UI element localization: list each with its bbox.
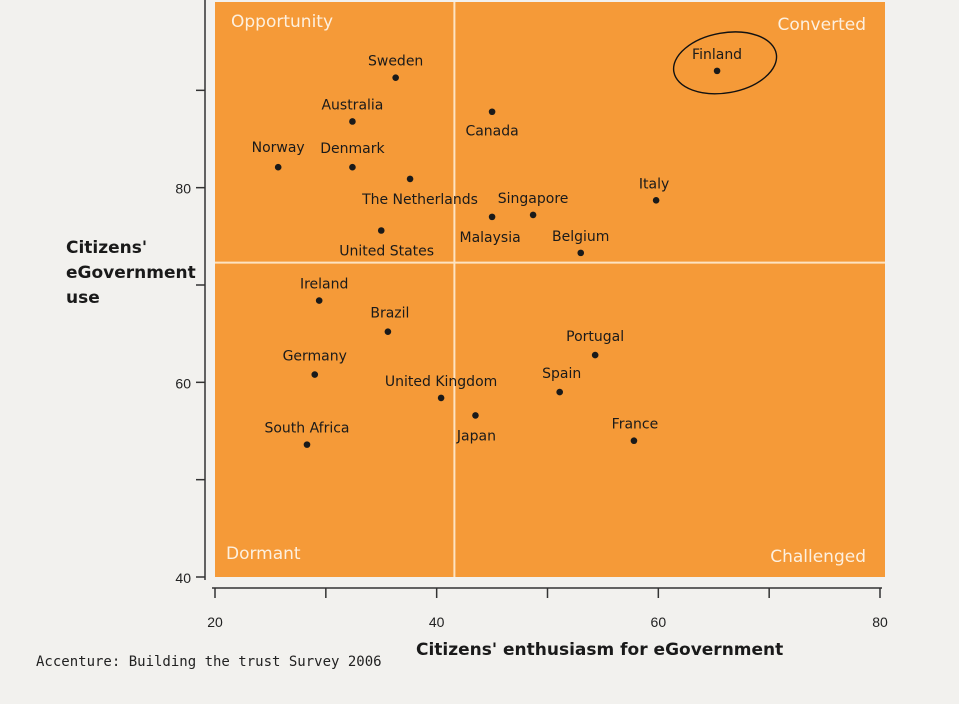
point-label-denmark: Denmark (320, 141, 385, 157)
point-france (630, 437, 638, 445)
point-label-portugal: Portugal (566, 329, 624, 345)
quadrant-label-opportunity: Opportunity (231, 12, 333, 32)
quadrant-label-converted: Converted (778, 15, 866, 35)
point-label-norway: Norway (252, 140, 305, 156)
point-label-malaysia: Malaysia (459, 230, 520, 246)
point-label-finland: Finland (692, 47, 742, 63)
y-axis-label-line: eGovernment (66, 263, 196, 283)
point-germany (311, 371, 319, 378)
point-south-africa (303, 441, 311, 448)
point-label-belgium: Belgium (552, 229, 609, 245)
y-tick-label: 80 (175, 181, 191, 197)
point-label-japan: Japan (456, 428, 496, 444)
point-label-the-netherlands: The Netherlands (361, 192, 478, 208)
point-canada (488, 108, 496, 116)
point-japan (472, 412, 479, 419)
point-label-singapore: Singapore (498, 191, 569, 207)
point-singapore (529, 211, 537, 219)
point-denmark (349, 163, 356, 171)
source-caption: Accenture: Building the trust Survey 200… (36, 654, 382, 670)
point-belgium (577, 249, 585, 257)
point-label-germany: Germany (283, 349, 347, 365)
point-sweden (392, 74, 399, 81)
x-tick-label: 40 (429, 614, 445, 630)
highlight-circle (672, 31, 778, 95)
point-label-brazil: Brazil (370, 306, 409, 322)
point-united-kingdom (437, 394, 445, 402)
point-australia (349, 118, 356, 125)
point-label-france: France (612, 417, 659, 433)
point-label-canada: Canada (465, 124, 518, 140)
point-ireland (315, 297, 323, 304)
x-tick-label: 20 (207, 614, 223, 630)
point-label-spain: Spain (542, 366, 581, 382)
plot-background (215, 2, 885, 577)
point-label-sweden: Sweden (368, 54, 423, 70)
point-norway (274, 163, 282, 171)
y-axis-label: Citizens' eGovernment use (66, 236, 196, 311)
quadrant-label-challenged: Challenged (770, 547, 866, 567)
point-portugal (591, 351, 599, 359)
x-tick-label: 60 (651, 614, 667, 630)
y-tick-label: 40 (175, 570, 191, 586)
point-united-states (377, 227, 385, 234)
point-the-netherlands (406, 175, 414, 183)
point-label-united-states: United States (339, 243, 434, 259)
y-axis-label-line: use (66, 288, 100, 308)
point-label-australia: Australia (321, 97, 383, 113)
point-label-italy: Italy (639, 176, 669, 192)
y-tick-label: 60 (175, 375, 191, 391)
y-axis-label-line: Citizens' (66, 238, 148, 258)
point-finland (713, 67, 721, 75)
point-label-south-africa: South Africa (264, 421, 349, 437)
x-tick-label: 80 (872, 614, 888, 630)
point-spain (556, 388, 563, 396)
point-brazil (384, 328, 392, 336)
point-label-united-kingdom: United Kingdom (385, 374, 497, 390)
point-malaysia (488, 213, 496, 221)
point-italy (652, 197, 660, 204)
point-label-ireland: Ireland (300, 277, 348, 293)
quadrant-label-dormant: Dormant (226, 544, 301, 564)
x-axis-label: Citizens' enthusiasm for eGovernment (416, 640, 784, 660)
